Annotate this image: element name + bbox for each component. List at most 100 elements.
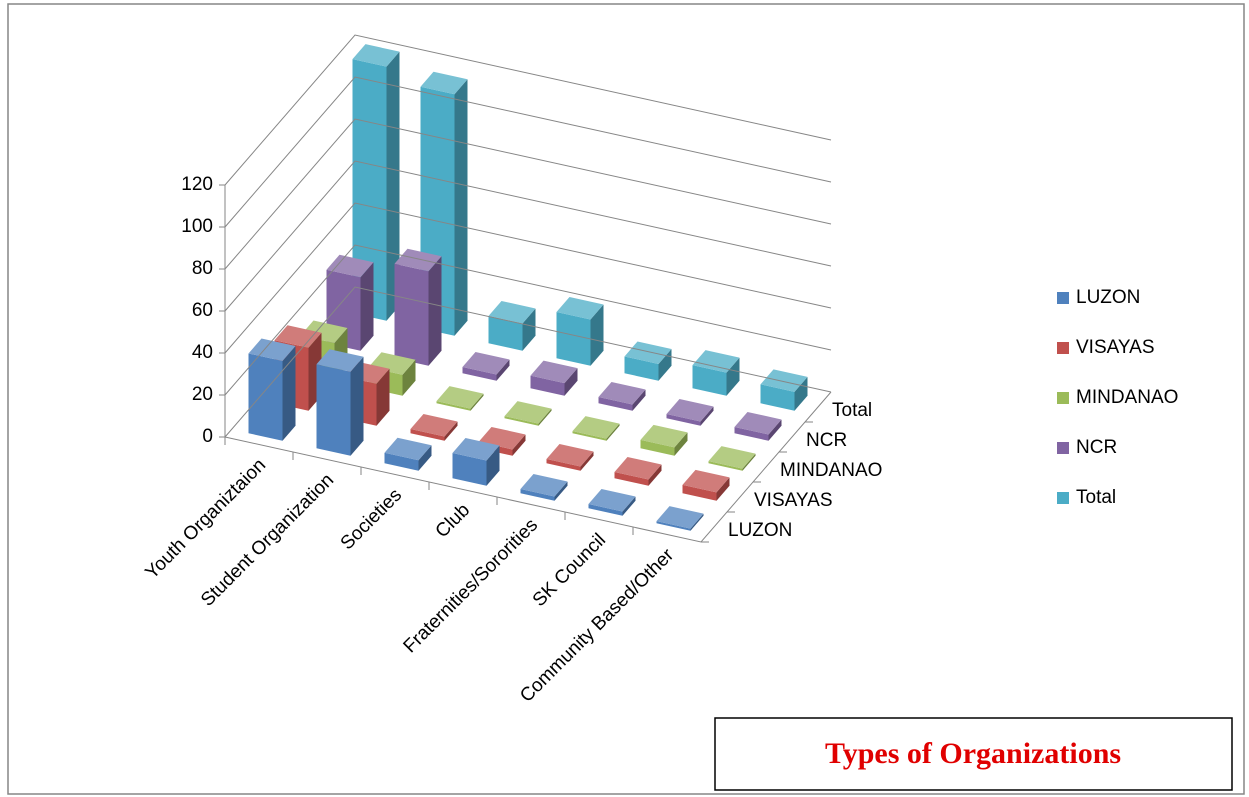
bar-front: [452, 453, 487, 486]
bar: [410, 414, 458, 441]
bar-top: [462, 351, 510, 375]
bar: [488, 300, 536, 351]
bar-top: [598, 381, 646, 405]
y-tick-label: 20: [192, 384, 213, 405]
bar-side: [590, 304, 604, 366]
bar: [598, 381, 646, 411]
z-tick-label: LUZON: [728, 520, 792, 541]
bar-top: [394, 248, 442, 272]
legend-label: MINDANAO: [1076, 387, 1178, 408]
bar-front: [248, 353, 283, 441]
bar-top: [452, 438, 500, 461]
x-tick-label: Community Based/Other: [516, 544, 678, 706]
bar-top: [708, 446, 756, 469]
bar: [452, 438, 500, 486]
y-tick-label: 80: [192, 258, 213, 279]
bar-side: [486, 445, 500, 486]
bar-top: [520, 474, 568, 497]
bar: [734, 411, 782, 441]
z-tick-label: Total: [832, 400, 872, 421]
bar: [384, 437, 432, 471]
title-box: [714, 717, 1233, 791]
bar-side: [564, 368, 578, 396]
grid-line: [224, 34, 832, 186]
z-tick-label: MINDANAO: [780, 460, 882, 481]
bar-top: [420, 71, 468, 95]
bar-top: [614, 456, 662, 480]
bar-front: [556, 312, 591, 366]
bar-front: [572, 431, 607, 441]
bar: [436, 386, 484, 411]
bar: [316, 349, 364, 456]
chart-border: [7, 3, 1245, 795]
bar-top: [410, 414, 458, 437]
bar-side: [742, 453, 756, 471]
bar: [708, 446, 756, 471]
legend-label: Total: [1076, 487, 1116, 508]
bar-front: [520, 489, 555, 501]
bar-side: [690, 513, 704, 531]
bar-top: [274, 325, 322, 348]
bar-front: [588, 504, 623, 516]
x-tick-label: Fraternities/Sororities: [400, 515, 543, 658]
bar-top: [436, 386, 484, 409]
bar-side: [444, 421, 458, 441]
bar-side: [622, 496, 636, 516]
grid-line: [224, 202, 832, 354]
bar-top: [682, 469, 730, 493]
bar-side: [674, 432, 688, 456]
bar-side: [606, 423, 620, 441]
bar-side: [726, 357, 740, 396]
bar-top: [734, 411, 782, 435]
bar: [640, 424, 688, 456]
bar-front: [316, 364, 351, 456]
legend-label: LUZON: [1076, 287, 1140, 308]
bar-top: [316, 349, 364, 372]
bar-front: [488, 315, 523, 351]
bar-side: [768, 419, 782, 441]
bar-front: [530, 375, 565, 396]
bar-top: [504, 401, 552, 424]
y-tick-label: 60: [192, 300, 213, 321]
bar-side: [470, 393, 484, 411]
y-tick-label: 120: [181, 174, 213, 195]
bar-front: [666, 414, 701, 426]
legend-swatch: [1057, 342, 1069, 354]
grid-line: [224, 160, 832, 312]
bar: [530, 360, 578, 396]
bar-side: [496, 359, 510, 381]
bar-front: [436, 401, 471, 411]
bar-front: [640, 439, 675, 456]
grid-line: [224, 244, 832, 396]
bar: [692, 350, 740, 396]
bar: [546, 444, 594, 471]
grid-line: [224, 76, 832, 228]
bar-front: [546, 459, 581, 471]
legend-swatch: [1057, 292, 1069, 304]
grid-line: [224, 118, 832, 270]
bar-side: [716, 477, 730, 501]
bar-top: [624, 341, 672, 364]
legend-label: NCR: [1076, 437, 1117, 458]
bar: [462, 351, 510, 381]
bar-front: [410, 429, 445, 441]
bar: [394, 248, 442, 366]
bar-side: [418, 445, 432, 471]
bar-top: [488, 300, 536, 324]
bar-front: [656, 521, 691, 531]
bar-top: [326, 254, 374, 278]
legend-swatch: [1057, 492, 1069, 504]
bars: [248, 44, 808, 531]
bar-side: [512, 434, 526, 456]
x-tick-label: SK Council: [529, 530, 610, 611]
z-tick-label: NCR: [806, 430, 847, 451]
bar-front: [624, 356, 659, 381]
bar: [556, 297, 604, 366]
bar-side: [282, 345, 296, 441]
bar-side: [632, 389, 646, 411]
grid-line: [224, 286, 832, 438]
bar: [666, 399, 714, 426]
bar-top: [760, 369, 808, 392]
bar-side: [794, 376, 808, 411]
